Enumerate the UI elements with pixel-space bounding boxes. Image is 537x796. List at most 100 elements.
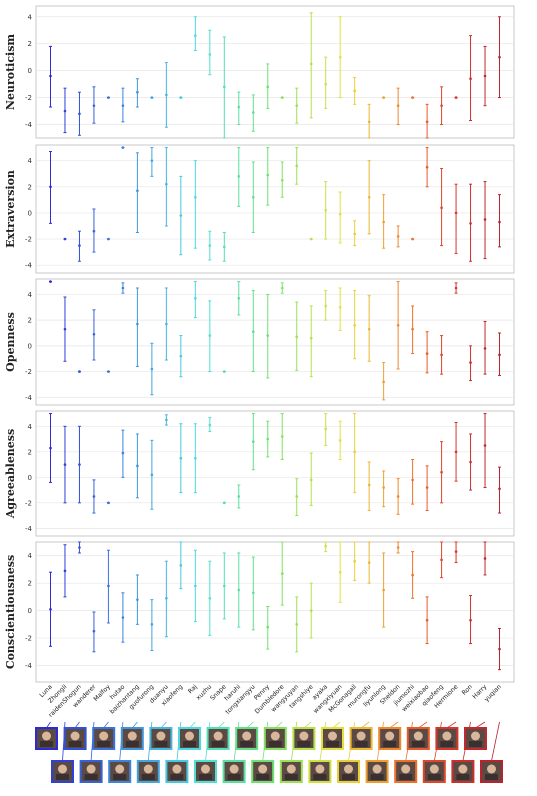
avatar-face — [372, 764, 382, 774]
y-tick-label: 2 — [28, 183, 32, 191]
mean-point — [483, 444, 487, 447]
avatar-murongfu — [349, 727, 373, 750]
errorbar-tongxiangyu — [251, 94, 255, 132]
avatar-face — [185, 731, 194, 741]
avatar-face — [70, 731, 80, 741]
mean-point — [237, 588, 241, 592]
avatar-xiaofeng — [165, 760, 189, 783]
mean-point — [49, 446, 52, 450]
avatar-guofurong — [136, 760, 160, 783]
errorbar-baizhantang — [135, 433, 139, 499]
mean-point — [251, 440, 255, 443]
mean-point — [454, 96, 458, 99]
y-tick-label: -2 — [25, 499, 32, 507]
errorbar-Zhongli — [63, 425, 67, 504]
panel-neuroticism: 4 2 0 -2 -4 Neuroticism — [4, 5, 515, 139]
errorbar-guofurong — [150, 439, 154, 510]
mean-point — [498, 647, 501, 651]
errorbar-liyunlong — [382, 194, 386, 249]
avatar-Raj — [178, 727, 201, 750]
mean-point — [179, 456, 183, 460]
mean-point — [338, 55, 342, 59]
avatar-body — [297, 741, 311, 747]
avatar-Penny — [251, 760, 275, 783]
mean-point — [295, 335, 299, 339]
mean-point — [396, 495, 400, 498]
errorbar-Snape — [222, 36, 226, 139]
mean-point — [309, 609, 313, 612]
errorbar-Zhongli — [63, 87, 67, 134]
errorbar-ayaka — [324, 290, 328, 321]
mean-point — [92, 229, 96, 233]
mean-point — [454, 286, 458, 290]
mean-point — [469, 222, 472, 225]
errorbar-Luna — [48, 280, 52, 283]
errorbar-hutao — [121, 429, 125, 478]
mean-point — [483, 74, 487, 78]
mean-point — [440, 353, 443, 357]
y-tick-label: 2 — [28, 40, 32, 48]
mean-point — [223, 370, 226, 373]
mean-point — [223, 584, 226, 588]
errorbar-weixiaobao — [425, 596, 429, 645]
errorbar-Malfoy — [106, 501, 110, 505]
avatar-qiaofeng — [422, 760, 446, 783]
avatar-face — [328, 731, 337, 741]
mean-point — [208, 423, 212, 427]
mean-point — [440, 206, 443, 209]
errorbar-haruhi — [237, 281, 241, 316]
errorbar-haruhi — [237, 484, 241, 509]
errorbar-wangxiyuan — [338, 287, 342, 331]
errorbar-wangxiyuan — [338, 541, 342, 603]
mean-point — [367, 483, 371, 487]
mean-point — [425, 352, 429, 355]
errorbar-hutao — [121, 282, 125, 294]
y-tick-label: -4 — [25, 662, 33, 670]
errorbar-Hermione — [454, 183, 458, 254]
panel-frame — [35, 144, 515, 274]
errorbar-Hermione — [454, 541, 458, 564]
mean-point — [49, 185, 52, 189]
errorbar-wanderer — [92, 86, 96, 124]
avatar-liyunlong — [365, 760, 389, 783]
errorbar-xiaofeng — [179, 175, 183, 256]
errorbar-yuqian — [498, 466, 502, 514]
mean-point — [382, 380, 385, 384]
errorbar-wangyuyan — [295, 87, 299, 124]
errorbar-McGonagall — [353, 541, 357, 581]
errorbar-qiaofeng — [440, 541, 444, 579]
mean-point — [150, 96, 154, 99]
mean-point — [411, 573, 414, 577]
avatar-raidenShogun — [63, 727, 87, 750]
avatar-face — [127, 731, 137, 741]
errorbar-xuzhu — [208, 560, 212, 636]
avatar-face — [299, 731, 309, 741]
mean-point — [136, 90, 139, 94]
errorbar-hutao — [121, 87, 125, 123]
mean-point — [107, 501, 110, 505]
errorbar-tongxiangyu — [251, 161, 255, 234]
errorbar-ayaka — [324, 56, 328, 109]
mean-point — [49, 74, 52, 78]
avatar-face — [385, 731, 395, 741]
mean-point — [194, 296, 197, 300]
errorbar-McGonagall — [353, 220, 357, 247]
errorbar-raidenShogun — [77, 370, 81, 373]
avatar-connector — [446, 721, 457, 729]
mean-point — [165, 418, 168, 422]
mean-point — [324, 209, 327, 212]
mean-point — [107, 237, 110, 241]
avatar-body — [440, 741, 454, 747]
mean-point — [324, 544, 327, 548]
errorbar-yuqian — [498, 332, 502, 376]
mean-point — [469, 77, 472, 81]
mean-point — [223, 245, 226, 249]
mean-point — [208, 596, 212, 600]
errorbar-raidenShogun — [77, 541, 81, 554]
avatar-haruhi — [222, 760, 246, 783]
avatar-body — [342, 774, 355, 780]
errorbar-tongxiangyu — [251, 556, 255, 631]
mean-point — [338, 570, 342, 574]
errorbar-Sheldon — [396, 541, 400, 554]
mean-point — [266, 437, 270, 441]
